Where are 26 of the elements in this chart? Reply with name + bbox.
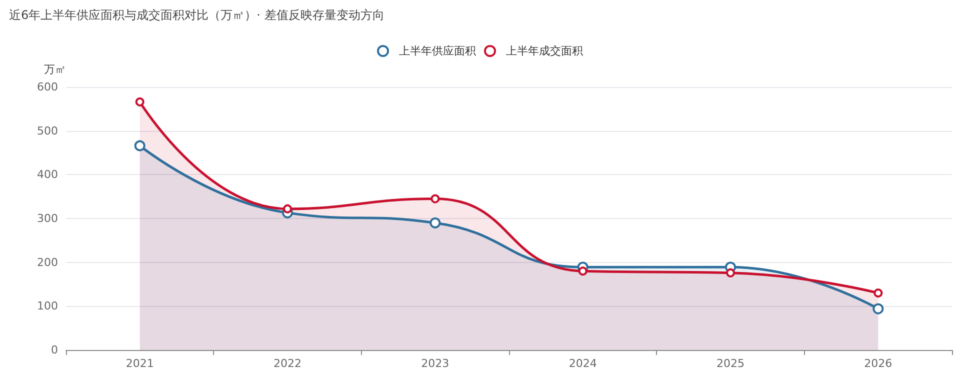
x-tick-label: 2024 <box>568 357 597 370</box>
y-tick-label: 400 <box>37 168 58 182</box>
chart-title: 近6年上半年供应面积与成交面积对比（万㎡）· 差值反映存量变动方向 <box>9 8 384 22</box>
point <box>726 268 735 278</box>
point <box>135 97 144 106</box>
y-tick-label: 0 <box>51 344 58 356</box>
x-tick-label: 2022 <box>274 357 302 370</box>
y-tick-label: 600 <box>37 80 58 94</box>
y-tick-label: 200 <box>37 256 58 269</box>
point <box>430 217 441 228</box>
x-tick-label: 2026 <box>864 357 892 370</box>
y-tick-label: 500 <box>37 124 58 138</box>
point <box>430 194 440 204</box>
legend-label: 上半年供应面积 <box>399 44 476 58</box>
point <box>578 266 588 276</box>
point <box>283 204 292 214</box>
x-tick-label: 2021 <box>126 357 154 370</box>
point <box>134 140 146 152</box>
x-tick-label: 2025 <box>716 357 744 370</box>
y-tick-label: 300 <box>37 212 58 225</box>
y-axis-title: 万㎡ <box>44 63 66 76</box>
legend-label: 上半年成交面积 <box>506 44 583 58</box>
point <box>872 303 884 314</box>
point <box>874 288 883 298</box>
y-tick-label: 100 <box>37 300 58 313</box>
x-tick-label: 2023 <box>421 357 450 370</box>
